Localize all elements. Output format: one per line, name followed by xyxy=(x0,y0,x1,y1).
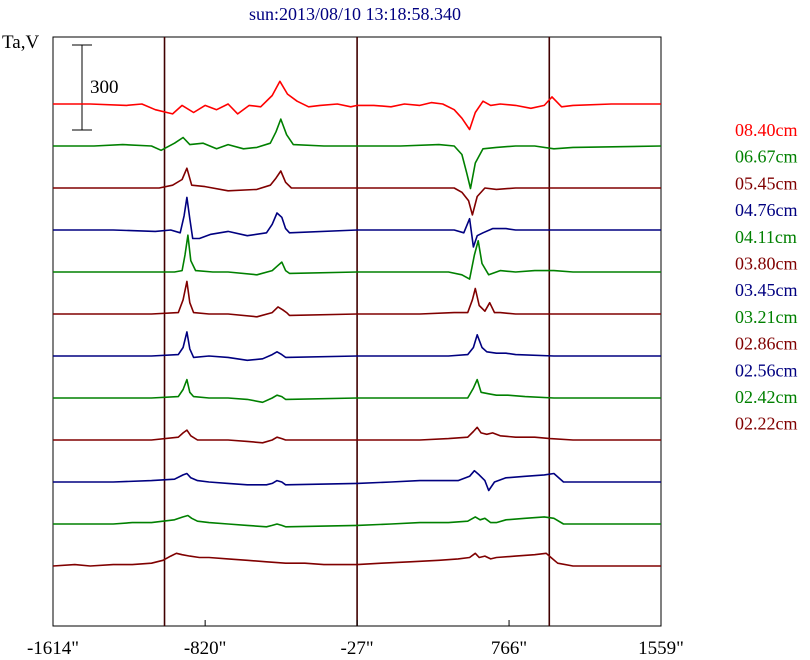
legend-entry-03.21cm: 03.21cm xyxy=(735,307,798,327)
legend-entry-02.56cm: 02.56cm xyxy=(735,360,798,380)
x-tick-label: 766" xyxy=(491,638,527,659)
legend-entry-02.42cm: 02.42cm xyxy=(735,387,798,407)
legend-entry-02.22cm: 02.22cm xyxy=(735,414,798,434)
series-group xyxy=(52,80,662,567)
y-axis-label: Ta,V xyxy=(2,32,39,53)
scale-bar: 300 xyxy=(72,44,119,131)
series-line-02.56cm xyxy=(53,469,661,492)
series-line-08.40cm xyxy=(53,80,661,131)
series-line-04.76cm xyxy=(53,196,661,248)
series-line-03.21cm xyxy=(53,378,661,404)
legend: 08.40cm 06.67cm 05.45cm 04.76cm 04.11cm 03.80… xyxy=(735,120,798,434)
legend-entry-05.45cm: 05.45cm xyxy=(735,173,798,193)
series-line-03.80cm xyxy=(53,280,661,318)
x-tick-label: -27" xyxy=(341,638,374,659)
scale-bar-label: 300 xyxy=(90,77,119,98)
x-tick-group: -1614" -820" -27" 766" 1559" xyxy=(27,620,684,659)
series-line-04.11cm xyxy=(53,234,661,280)
series-line-03.45cm xyxy=(53,331,661,362)
legend-entry-04.76cm: 04.76cm xyxy=(735,200,798,220)
series-line-02.86cm xyxy=(53,426,661,444)
series-line-05.45cm xyxy=(53,167,661,216)
chart-title: sun:2013/08/10 13:18:58.340 xyxy=(249,4,461,24)
legend-entry-04.11cm: 04.11cm xyxy=(735,227,797,247)
legend-entry-02.86cm: 02.86cm xyxy=(735,334,798,354)
x-tick-label: -1614" xyxy=(27,638,79,659)
series-line-06.67cm xyxy=(53,118,662,190)
legend-entry-03.80cm: 03.80cm xyxy=(735,254,798,274)
series-line-02.42cm xyxy=(53,514,661,528)
legend-entry-03.45cm: 03.45cm xyxy=(735,280,798,300)
x-tick-label: 1559" xyxy=(638,638,684,659)
legend-entry-08.40cm: 08.40cm xyxy=(735,120,798,140)
vertical-marker-group xyxy=(163,37,551,626)
legend-entry-06.67cm: 06.67cm xyxy=(735,147,798,167)
series-line-02.22cm xyxy=(52,552,661,567)
x-tick-label: -820" xyxy=(184,638,227,659)
